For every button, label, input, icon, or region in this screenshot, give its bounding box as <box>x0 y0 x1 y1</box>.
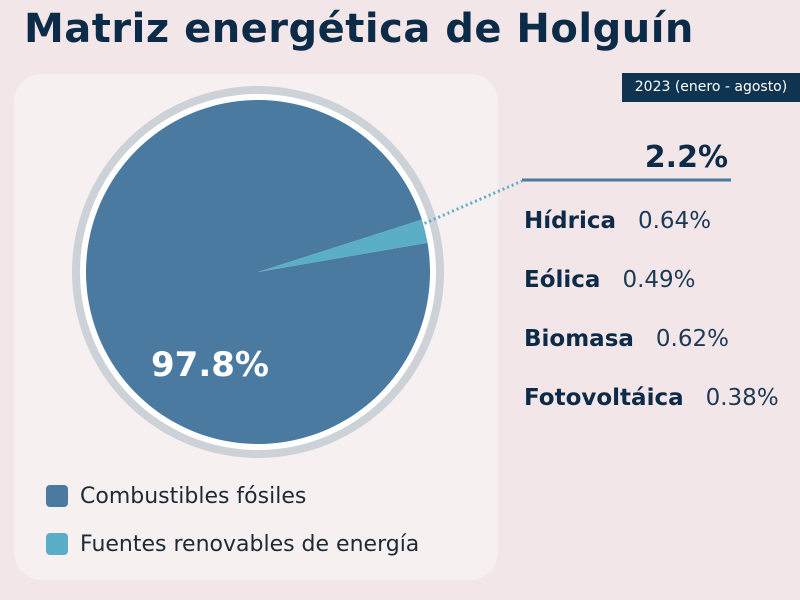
breakdown-name: Fotovoltáica <box>524 385 684 411</box>
legend-swatch-fossil <box>46 485 68 507</box>
legend: Combustibles fósiles Fuentes renovables … <box>46 484 419 580</box>
chart-title: Matriz energética de Holguín <box>24 6 694 52</box>
breakdown-value: 0.64% <box>637 208 712 234</box>
pie-slice-fossil <box>86 99 431 444</box>
renewable-total-label: 2.2% <box>644 140 728 175</box>
legend-item-fossil: Combustibles fósiles <box>46 483 419 509</box>
legend-swatch-renewable <box>46 533 68 555</box>
data-label-fossil: 97.8% <box>151 345 269 385</box>
breakdown-name: Eólica <box>524 267 601 293</box>
breakdown-row-fotovoltaica: Fotovoltáica 0.38% <box>524 385 779 444</box>
legend-label-renewable: Fuentes renovables de energía <box>80 531 420 557</box>
breakdown-name: Biomasa <box>524 326 634 352</box>
renewable-breakdown: Hídrica 0.64% Eólica 0.49% Biomasa 0.62% Fo… <box>524 208 779 444</box>
breakdown-value: 0.49% <box>622 267 696 293</box>
pie-slice-renewable <box>258 219 428 272</box>
breakdown-value: 0.62% <box>655 326 729 352</box>
legend-item-renewable: Fuentes renovables de energía <box>46 531 420 557</box>
period-badge: 2023 (enero - agosto) <box>622 73 800 102</box>
callout-leader <box>382 179 523 243</box>
legend-label-fossil: Combustibles fósiles <box>80 483 307 509</box>
breakdown-row-hidrica: Hídrica 0.64% <box>524 208 779 267</box>
breakdown-value: 0.38% <box>705 385 779 411</box>
breakdown-row-biomasa: Biomasa 0.62% <box>524 326 779 385</box>
breakdown-name: Hídrica <box>524 208 616 234</box>
breakdown-row-eolica: Eólica 0.49% <box>524 267 779 326</box>
